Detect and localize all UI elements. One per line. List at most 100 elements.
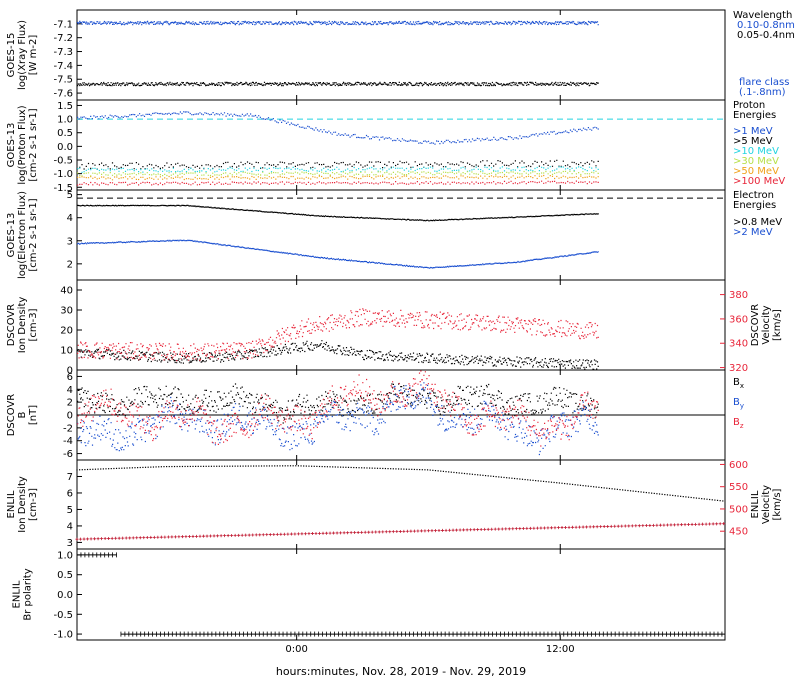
data-point bbox=[202, 534, 206, 538]
data-point bbox=[558, 482, 560, 484]
data-point bbox=[519, 478, 521, 480]
data-point bbox=[142, 536, 146, 540]
data-point bbox=[131, 536, 135, 540]
y-tick-label: -0.5 bbox=[53, 156, 73, 167]
data-point bbox=[282, 465, 284, 467]
data-point bbox=[187, 535, 191, 539]
data-point bbox=[664, 493, 666, 496]
panel-electron: 5 4 3 2 GOES-13 log(Electron Flux) [cm-2 s-1 s… bbox=[6, 189, 782, 281]
data-point bbox=[511, 527, 515, 531]
data-point bbox=[289, 532, 293, 536]
data-point bbox=[156, 535, 160, 539]
data-point bbox=[442, 470, 444, 472]
legend-title: Electron bbox=[733, 190, 774, 201]
data-point bbox=[397, 468, 400, 470]
data-point bbox=[289, 465, 292, 467]
y-tick-label: 4 bbox=[67, 213, 73, 224]
data-point bbox=[179, 465, 181, 468]
y-axis-label: DSCOVR Ion Density [cm-3] bbox=[6, 297, 39, 354]
y-right-axis-label-line: [km/s] bbox=[772, 488, 783, 520]
data-point bbox=[493, 527, 497, 531]
data-point bbox=[421, 469, 423, 471]
data-point bbox=[324, 466, 326, 468]
data-point bbox=[138, 536, 142, 540]
data-point bbox=[680, 495, 682, 497]
data-point bbox=[268, 533, 272, 537]
data-point bbox=[229, 465, 231, 467]
y-tick-label: 1.5 bbox=[57, 101, 73, 112]
data-point bbox=[145, 536, 149, 540]
data-point bbox=[400, 468, 402, 470]
legend-note: flare class bbox=[739, 77, 789, 88]
y-tick-label: 2 bbox=[67, 259, 73, 270]
data-point bbox=[424, 469, 426, 471]
data-point bbox=[387, 468, 389, 470]
data-point bbox=[173, 535, 177, 539]
data-point bbox=[210, 465, 213, 467]
y-right-tick-label: 340 bbox=[729, 339, 748, 350]
data-point bbox=[159, 535, 163, 539]
data-point bbox=[216, 465, 218, 467]
data-point bbox=[218, 465, 220, 467]
data-point bbox=[139, 466, 141, 469]
series-proton-3 bbox=[77, 166, 599, 173]
data-point bbox=[450, 471, 452, 473]
data-point bbox=[382, 467, 384, 470]
y-axis-label-line: [cm-3] bbox=[28, 488, 39, 521]
y-tick-label: -7.6 bbox=[53, 89, 73, 100]
data-point bbox=[258, 465, 260, 467]
y-axis-label: ENLIL Ion Density [cm-3] bbox=[6, 476, 39, 533]
data-point bbox=[89, 468, 91, 470]
data-point bbox=[100, 468, 102, 470]
data-point bbox=[184, 535, 188, 539]
data-point bbox=[448, 471, 450, 473]
data-point bbox=[419, 529, 423, 533]
data-point bbox=[513, 477, 516, 480]
data-point bbox=[574, 484, 576, 486]
data-point bbox=[455, 528, 459, 532]
series-points bbox=[77, 340, 599, 370]
y-right-axis-label-line: Velocity bbox=[761, 485, 772, 524]
y-tick-label: -7.3 bbox=[53, 47, 73, 58]
data-point bbox=[444, 528, 448, 532]
data-point bbox=[192, 465, 194, 468]
data-point bbox=[134, 467, 136, 469]
data-point bbox=[616, 488, 618, 490]
y-right-axis-label-line: Velocity bbox=[761, 305, 772, 344]
data-point bbox=[121, 467, 123, 469]
series-points bbox=[77, 383, 599, 424]
data-point bbox=[622, 489, 624, 491]
y-right-tick-label: 360 bbox=[729, 314, 748, 325]
data-point bbox=[316, 465, 318, 468]
data-point bbox=[268, 465, 271, 467]
data-point bbox=[384, 467, 387, 470]
data-point bbox=[279, 465, 281, 467]
data-point bbox=[648, 523, 652, 527]
y-tick-label: 7 bbox=[67, 472, 73, 483]
legend-note: (.1-.8nm) bbox=[739, 87, 786, 98]
data-point bbox=[282, 532, 286, 536]
data-point bbox=[484, 475, 487, 477]
data-point bbox=[556, 526, 560, 530]
data-point bbox=[608, 487, 611, 490]
y-axis-label-line: Br polarity bbox=[23, 568, 34, 620]
data-point bbox=[258, 533, 262, 537]
data-point bbox=[126, 467, 128, 469]
data-point bbox=[542, 526, 546, 530]
data-point bbox=[395, 468, 397, 470]
data-point bbox=[388, 530, 392, 534]
data-point bbox=[455, 472, 458, 474]
data-point bbox=[433, 529, 437, 533]
data-point bbox=[135, 536, 139, 540]
data-point bbox=[345, 466, 347, 468]
legend-entry: >2 MeV bbox=[733, 227, 773, 238]
data-point bbox=[244, 533, 248, 537]
data-point bbox=[409, 529, 413, 533]
series-enlil-polarity-2 bbox=[120, 631, 725, 637]
data-point bbox=[274, 465, 276, 467]
data-point bbox=[205, 465, 207, 467]
legend-entry: >10 MeV bbox=[733, 146, 779, 157]
data-point bbox=[81, 469, 83, 471]
data-point bbox=[426, 469, 429, 471]
